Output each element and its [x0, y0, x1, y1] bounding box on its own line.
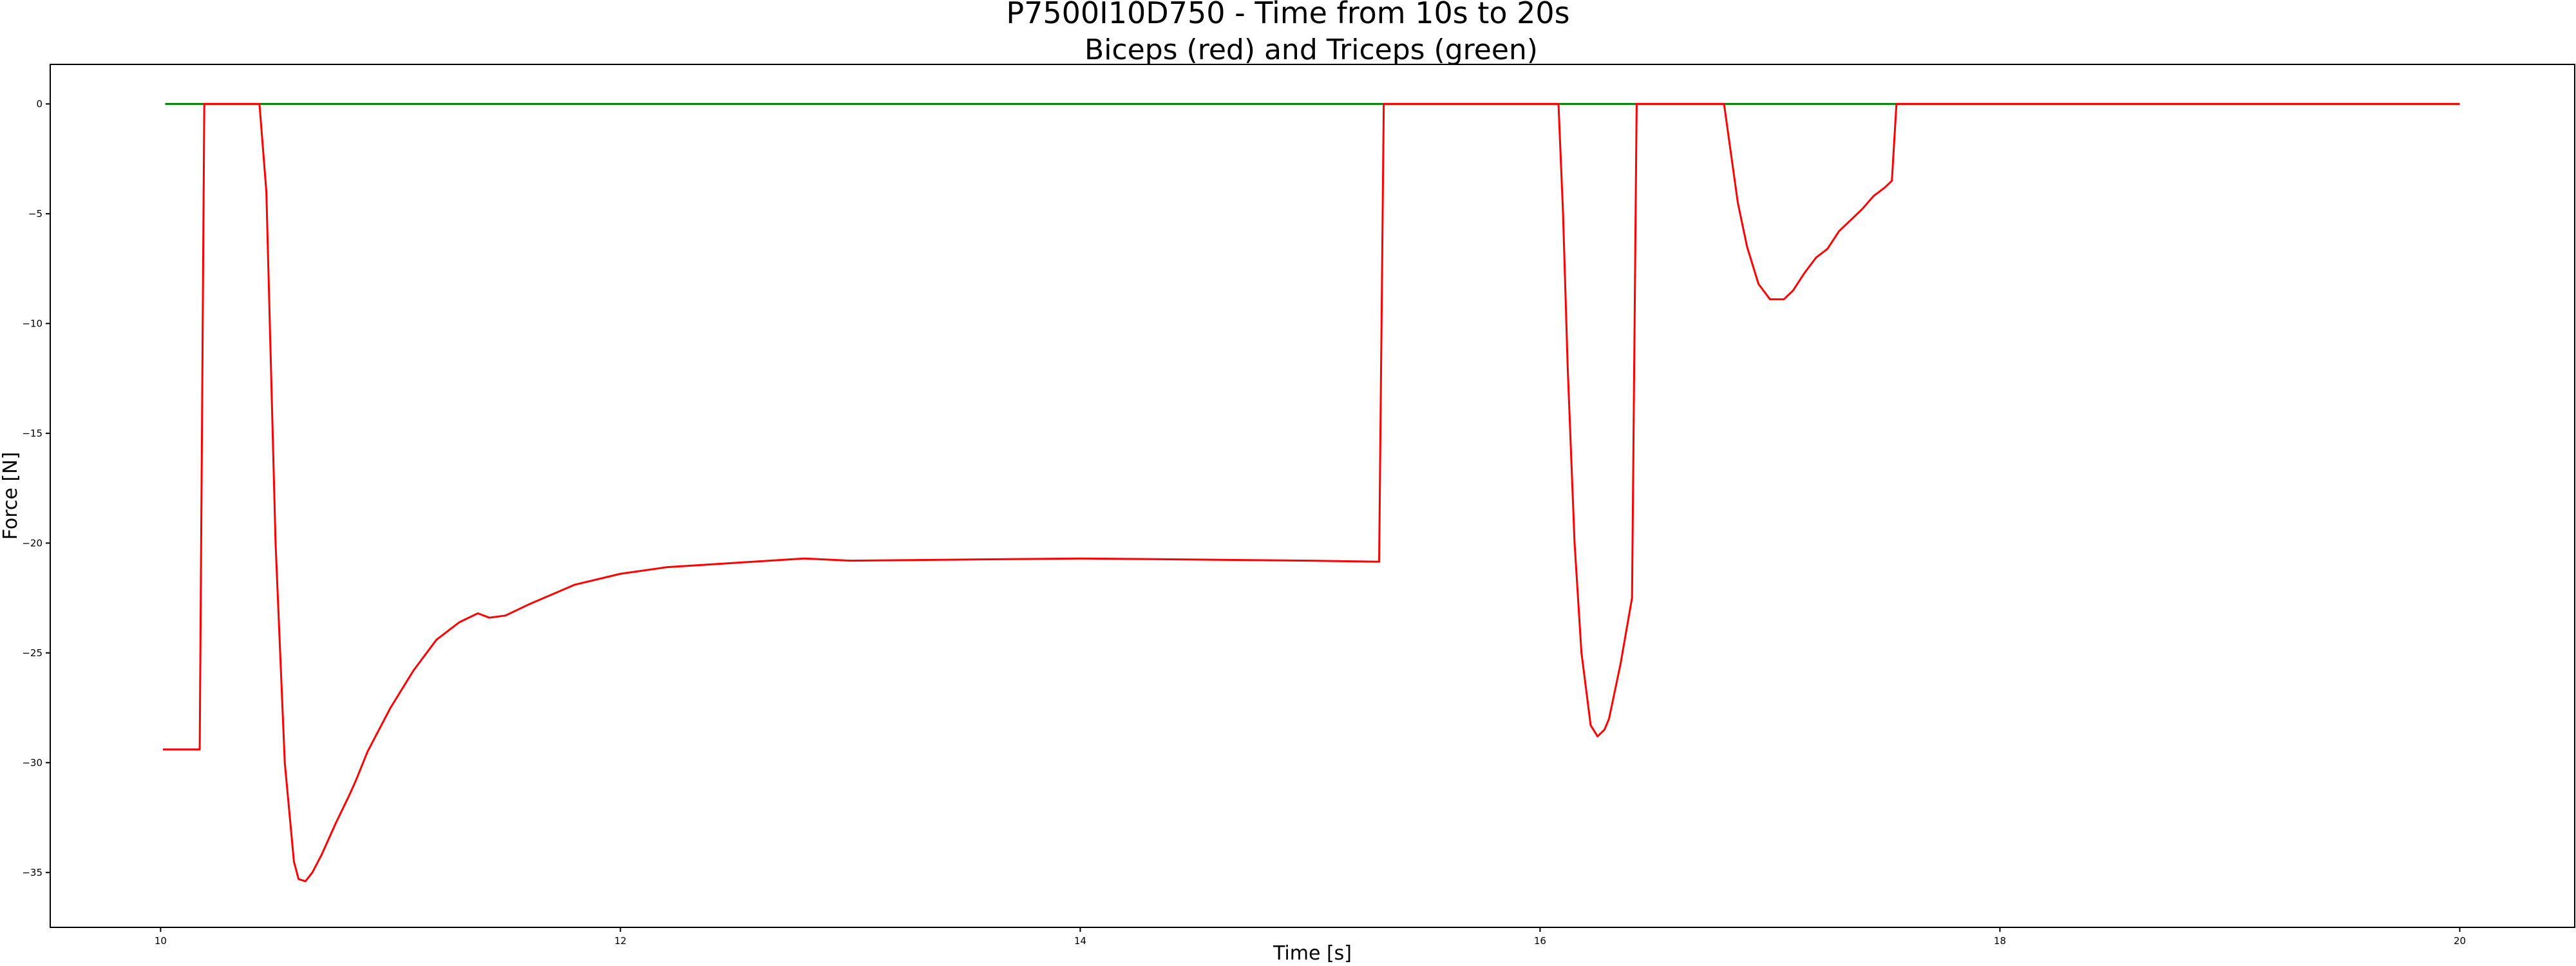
y-axis-label: Force [N]: [0, 452, 22, 540]
y-tick-label: −10: [22, 317, 43, 329]
series-layer: [162, 102, 2460, 882]
x-axis-ticks: 10 12 14 16 18 20: [155, 927, 2466, 947]
plot-area-frame: [50, 64, 2575, 928]
y-tick-label: −5: [28, 208, 43, 220]
chart-title: P7500I10D750 - Time from 10s to 20s: [1006, 0, 1569, 30]
x-tick-label: 14: [1074, 935, 1086, 947]
chart-subtitle: Biceps (red) and Triceps (green): [1084, 33, 1538, 66]
y-tick-label: 0: [36, 98, 43, 109]
x-tick-label: 16: [1534, 935, 1546, 947]
x-tick-label: 18: [1994, 935, 2006, 947]
x-tick-label: 12: [614, 935, 627, 947]
series-line-red: [162, 102, 2460, 882]
x-axis-label: Time [s]: [1273, 942, 1352, 965]
y-tick-label: −25: [22, 647, 43, 659]
y-tick-label: −30: [22, 757, 43, 768]
x-tick-label: 10: [155, 935, 167, 947]
y-tick-label: −15: [22, 428, 43, 439]
x-tick-label: 20: [2454, 935, 2466, 947]
y-tick-label: −20: [22, 537, 43, 549]
y-axis-ticks: 0 −5 −10 −15 −20 −25 −30 −35: [22, 98, 50, 878]
y-tick-label: −35: [22, 867, 43, 878]
